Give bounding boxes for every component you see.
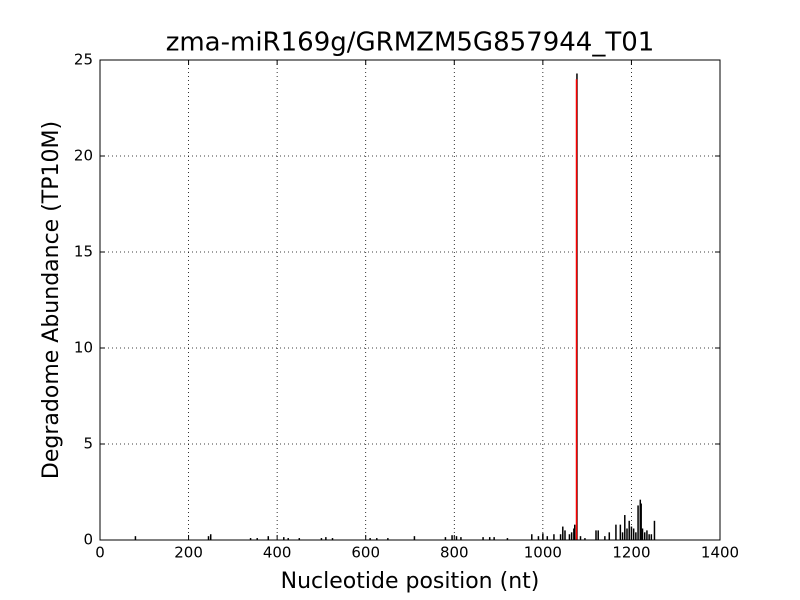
y-tick-label: 10 (74, 339, 93, 357)
x-axis-label: Nucleotide position (nt) (281, 569, 540, 594)
y-tick-label: 15 (74, 243, 93, 261)
x-tick-label: 1000 (524, 544, 562, 562)
x-tick-label: 1400 (701, 544, 739, 562)
y-tick-label: 20 (74, 147, 93, 165)
x-tick-label: 200 (174, 544, 203, 562)
y-axis-label: Degradome Abundance (TP10M) (39, 121, 64, 479)
y-tick-label: 5 (83, 435, 93, 453)
x-tick-label: 800 (440, 544, 469, 562)
x-tick-label: 1200 (612, 544, 650, 562)
plot-frame (99, 59, 721, 541)
x-tick-label: 400 (263, 544, 292, 562)
y-tick-label: 0 (83, 531, 93, 549)
x-tick-label: 0 (95, 544, 105, 562)
y-tick-label: 25 (74, 51, 93, 69)
x-tick-label: 600 (351, 544, 380, 562)
chart-title: zma-miR169g/GRMZM5G857944_T01 (166, 28, 655, 58)
